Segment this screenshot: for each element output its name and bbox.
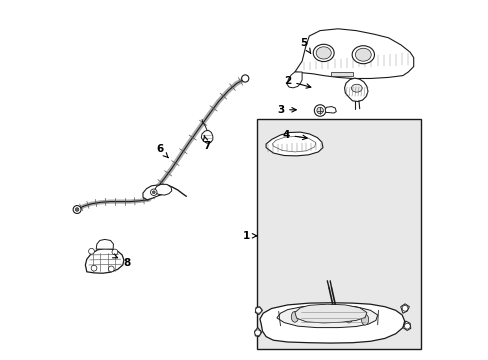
- Polygon shape: [325, 107, 336, 113]
- Text: 2: 2: [284, 76, 310, 88]
- Ellipse shape: [351, 84, 362, 92]
- Text: 8: 8: [112, 254, 131, 268]
- Ellipse shape: [351, 46, 374, 64]
- Bar: [257, 119, 420, 349]
- Ellipse shape: [345, 312, 352, 323]
- Polygon shape: [201, 130, 212, 143]
- Circle shape: [108, 266, 114, 272]
- Circle shape: [73, 206, 81, 213]
- Circle shape: [401, 305, 407, 311]
- Circle shape: [316, 107, 323, 114]
- Polygon shape: [142, 185, 165, 200]
- Ellipse shape: [326, 311, 334, 321]
- Ellipse shape: [313, 44, 333, 62]
- Ellipse shape: [291, 311, 298, 322]
- Text: 5: 5: [300, 38, 310, 53]
- Polygon shape: [294, 304, 366, 323]
- Polygon shape: [276, 305, 377, 328]
- Ellipse shape: [355, 48, 370, 61]
- Polygon shape: [344, 78, 367, 102]
- Polygon shape: [154, 184, 171, 195]
- Circle shape: [255, 307, 261, 313]
- Polygon shape: [286, 72, 302, 88]
- Polygon shape: [96, 239, 113, 249]
- Polygon shape: [294, 29, 413, 78]
- Text: 4: 4: [282, 130, 306, 140]
- Circle shape: [150, 189, 157, 195]
- Circle shape: [241, 75, 248, 82]
- Ellipse shape: [316, 47, 330, 59]
- Polygon shape: [400, 304, 408, 313]
- Polygon shape: [330, 72, 352, 76]
- Ellipse shape: [309, 311, 316, 321]
- Circle shape: [88, 248, 94, 254]
- Polygon shape: [265, 132, 322, 156]
- Text: 7: 7: [203, 135, 210, 151]
- Text: 1: 1: [242, 231, 256, 241]
- Polygon shape: [85, 248, 123, 273]
- Circle shape: [314, 105, 325, 116]
- Circle shape: [152, 191, 155, 194]
- Text: 3: 3: [276, 105, 296, 115]
- Text: 6: 6: [156, 144, 168, 158]
- Circle shape: [91, 265, 97, 271]
- Circle shape: [112, 249, 118, 255]
- Circle shape: [75, 208, 79, 211]
- Polygon shape: [260, 303, 404, 343]
- Circle shape: [254, 330, 260, 336]
- Polygon shape: [254, 328, 261, 337]
- Circle shape: [404, 323, 409, 329]
- Polygon shape: [255, 307, 262, 315]
- Ellipse shape: [361, 314, 368, 325]
- Polygon shape: [402, 321, 410, 330]
